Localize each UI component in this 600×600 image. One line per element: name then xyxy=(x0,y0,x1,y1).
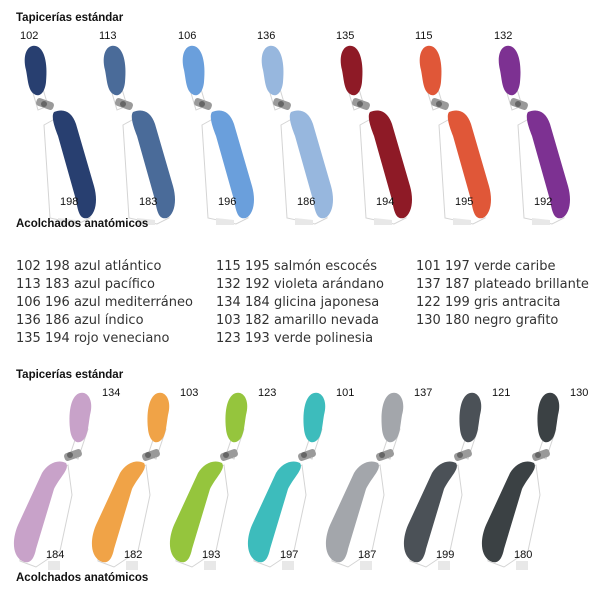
legend-item: 102 198 azul atlántico xyxy=(16,259,162,274)
backrest-code: 194 xyxy=(376,196,395,208)
chair-sample xyxy=(8,385,98,575)
headrest-code: 101 xyxy=(336,387,355,399)
headrest-code: 113 xyxy=(99,30,117,42)
backrest-code: 199 xyxy=(436,549,455,561)
headrest-code: 102 xyxy=(20,30,39,42)
legend-item: 103 182 amarillo nevada xyxy=(216,313,379,328)
legend-item: 135 194 rojo veneciano xyxy=(16,331,170,346)
backrest-code: 198 xyxy=(60,196,79,208)
legend-item: 115 195 salmón escocés xyxy=(216,259,378,274)
headrest-code: 106 xyxy=(178,30,197,42)
backrest-pad xyxy=(131,110,175,219)
legend-column-2: 115 195 salmón escocés 132 192 violeta ará… xyxy=(216,258,384,348)
backrest-pad xyxy=(368,110,412,219)
headrest-code: 137 xyxy=(414,387,433,399)
headrest-pad xyxy=(24,45,47,96)
headrest-pad xyxy=(459,392,482,443)
backrest-pad xyxy=(481,461,535,563)
legend-item: 134 184 glicina japonesa xyxy=(216,295,380,310)
headrest-pad xyxy=(340,45,363,96)
headrest-pad xyxy=(103,45,126,96)
backrest-code: 192 xyxy=(534,196,553,208)
legend-item: 137 187 plateado brillante xyxy=(416,277,589,292)
legend-item: 101 197 verde caribe xyxy=(416,259,556,274)
backrest-pad xyxy=(447,110,491,219)
legend-item: 106 196 azul mediterráneo xyxy=(16,295,193,310)
backrest-code: 186 xyxy=(297,196,316,208)
headrest-pad xyxy=(498,45,521,96)
headrest-pad xyxy=(182,45,205,96)
chair-sample xyxy=(97,40,177,230)
chair-sample xyxy=(176,40,256,230)
backrest-code: 183 xyxy=(139,196,158,208)
legend-item: 132 192 violeta arándano xyxy=(216,277,384,292)
headrest-pad xyxy=(261,45,284,96)
headrest-code: 134 xyxy=(102,387,121,399)
backrest-code: 184 xyxy=(46,549,65,561)
section-2-heading-top: Tapicerías estándar xyxy=(16,369,124,381)
chair-sample xyxy=(164,385,254,575)
headrest-code: 130 xyxy=(570,387,589,399)
section-1-heading-top: Tapicerías estándar xyxy=(16,12,124,24)
headrest-code: 136 xyxy=(257,30,276,42)
headrest-pad xyxy=(537,392,560,443)
backrest-pad xyxy=(210,110,254,219)
backrest-pad xyxy=(289,110,333,219)
legend-column-1: 102 198 azul atlántico 113 183 azul pacífi… xyxy=(16,258,193,348)
chair-sample xyxy=(242,385,332,575)
headrest-code: 103 xyxy=(180,387,199,399)
legend-item: 136 186 azul índico xyxy=(16,313,144,328)
backrest-code: 187 xyxy=(358,549,377,561)
headrest-code: 123 xyxy=(258,387,277,399)
chair-sample xyxy=(320,385,410,575)
backrest-code: 182 xyxy=(124,549,143,561)
backrest-code: 197 xyxy=(280,549,299,561)
legend-item: 122 199 gris antracita xyxy=(416,295,561,310)
chair-sample xyxy=(18,40,98,230)
chair-sample xyxy=(492,40,572,230)
backrest-pad xyxy=(13,461,67,563)
legend-item: 113 183 azul pacífico xyxy=(16,277,155,292)
legend-item: 130 180 negro grafito xyxy=(416,313,559,328)
chair-sample xyxy=(476,385,566,575)
legend-item: 123 193 verde polinesia xyxy=(216,331,374,346)
backrest-pad xyxy=(403,461,457,563)
headrest-pad xyxy=(419,45,442,96)
color-legend: 102 198 azul atlántico 113 183 azul pacífi… xyxy=(16,258,600,354)
backrest-pad xyxy=(247,461,301,563)
backrest-pad xyxy=(91,461,145,563)
headrest-pad xyxy=(147,392,170,443)
legend-column-3: 101 197 verde caribe 137 187 plateado bril… xyxy=(416,258,589,330)
backrest-code: 195 xyxy=(455,196,474,208)
headrest-pad xyxy=(225,392,248,443)
headrest-pad xyxy=(69,392,92,443)
backrest-code: 196 xyxy=(218,196,237,208)
chair-sample xyxy=(334,40,414,230)
headrest-pad xyxy=(381,392,404,443)
headrest-code: 121 xyxy=(492,387,511,399)
headrest-code: 115 xyxy=(415,30,433,42)
headrest-code: 132 xyxy=(494,30,513,42)
headrest-pad xyxy=(303,392,326,443)
section-2-heading-bottom: Acolchados anatómicos xyxy=(16,572,149,584)
backrest-pad xyxy=(325,461,379,563)
chair-sample xyxy=(86,385,176,575)
backrest-pad xyxy=(526,110,570,219)
backrest-pad xyxy=(169,461,223,563)
chair-sample xyxy=(413,40,493,230)
backrest-code: 193 xyxy=(202,549,221,561)
chair-sample xyxy=(398,385,488,575)
headrest-code: 135 xyxy=(336,30,355,42)
chair-sample xyxy=(255,40,335,230)
backrest-pad xyxy=(52,110,96,219)
section-1-heading-bottom: Acolchados anatómicos xyxy=(16,218,149,230)
backrest-code: 180 xyxy=(514,549,533,561)
